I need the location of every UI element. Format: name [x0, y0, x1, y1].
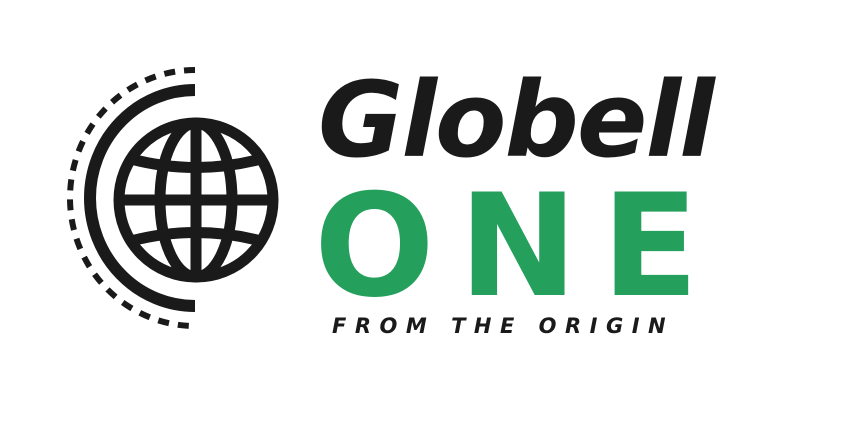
globe-icon: [67, 67, 279, 329]
brand-name: Globell: [318, 59, 715, 181]
inner-solid-arc: [84, 84, 196, 312]
product-name: ONE: [314, 164, 723, 329]
globe-sphere: [113, 117, 279, 283]
tagline: FROM THE ORIGIN: [332, 314, 675, 338]
